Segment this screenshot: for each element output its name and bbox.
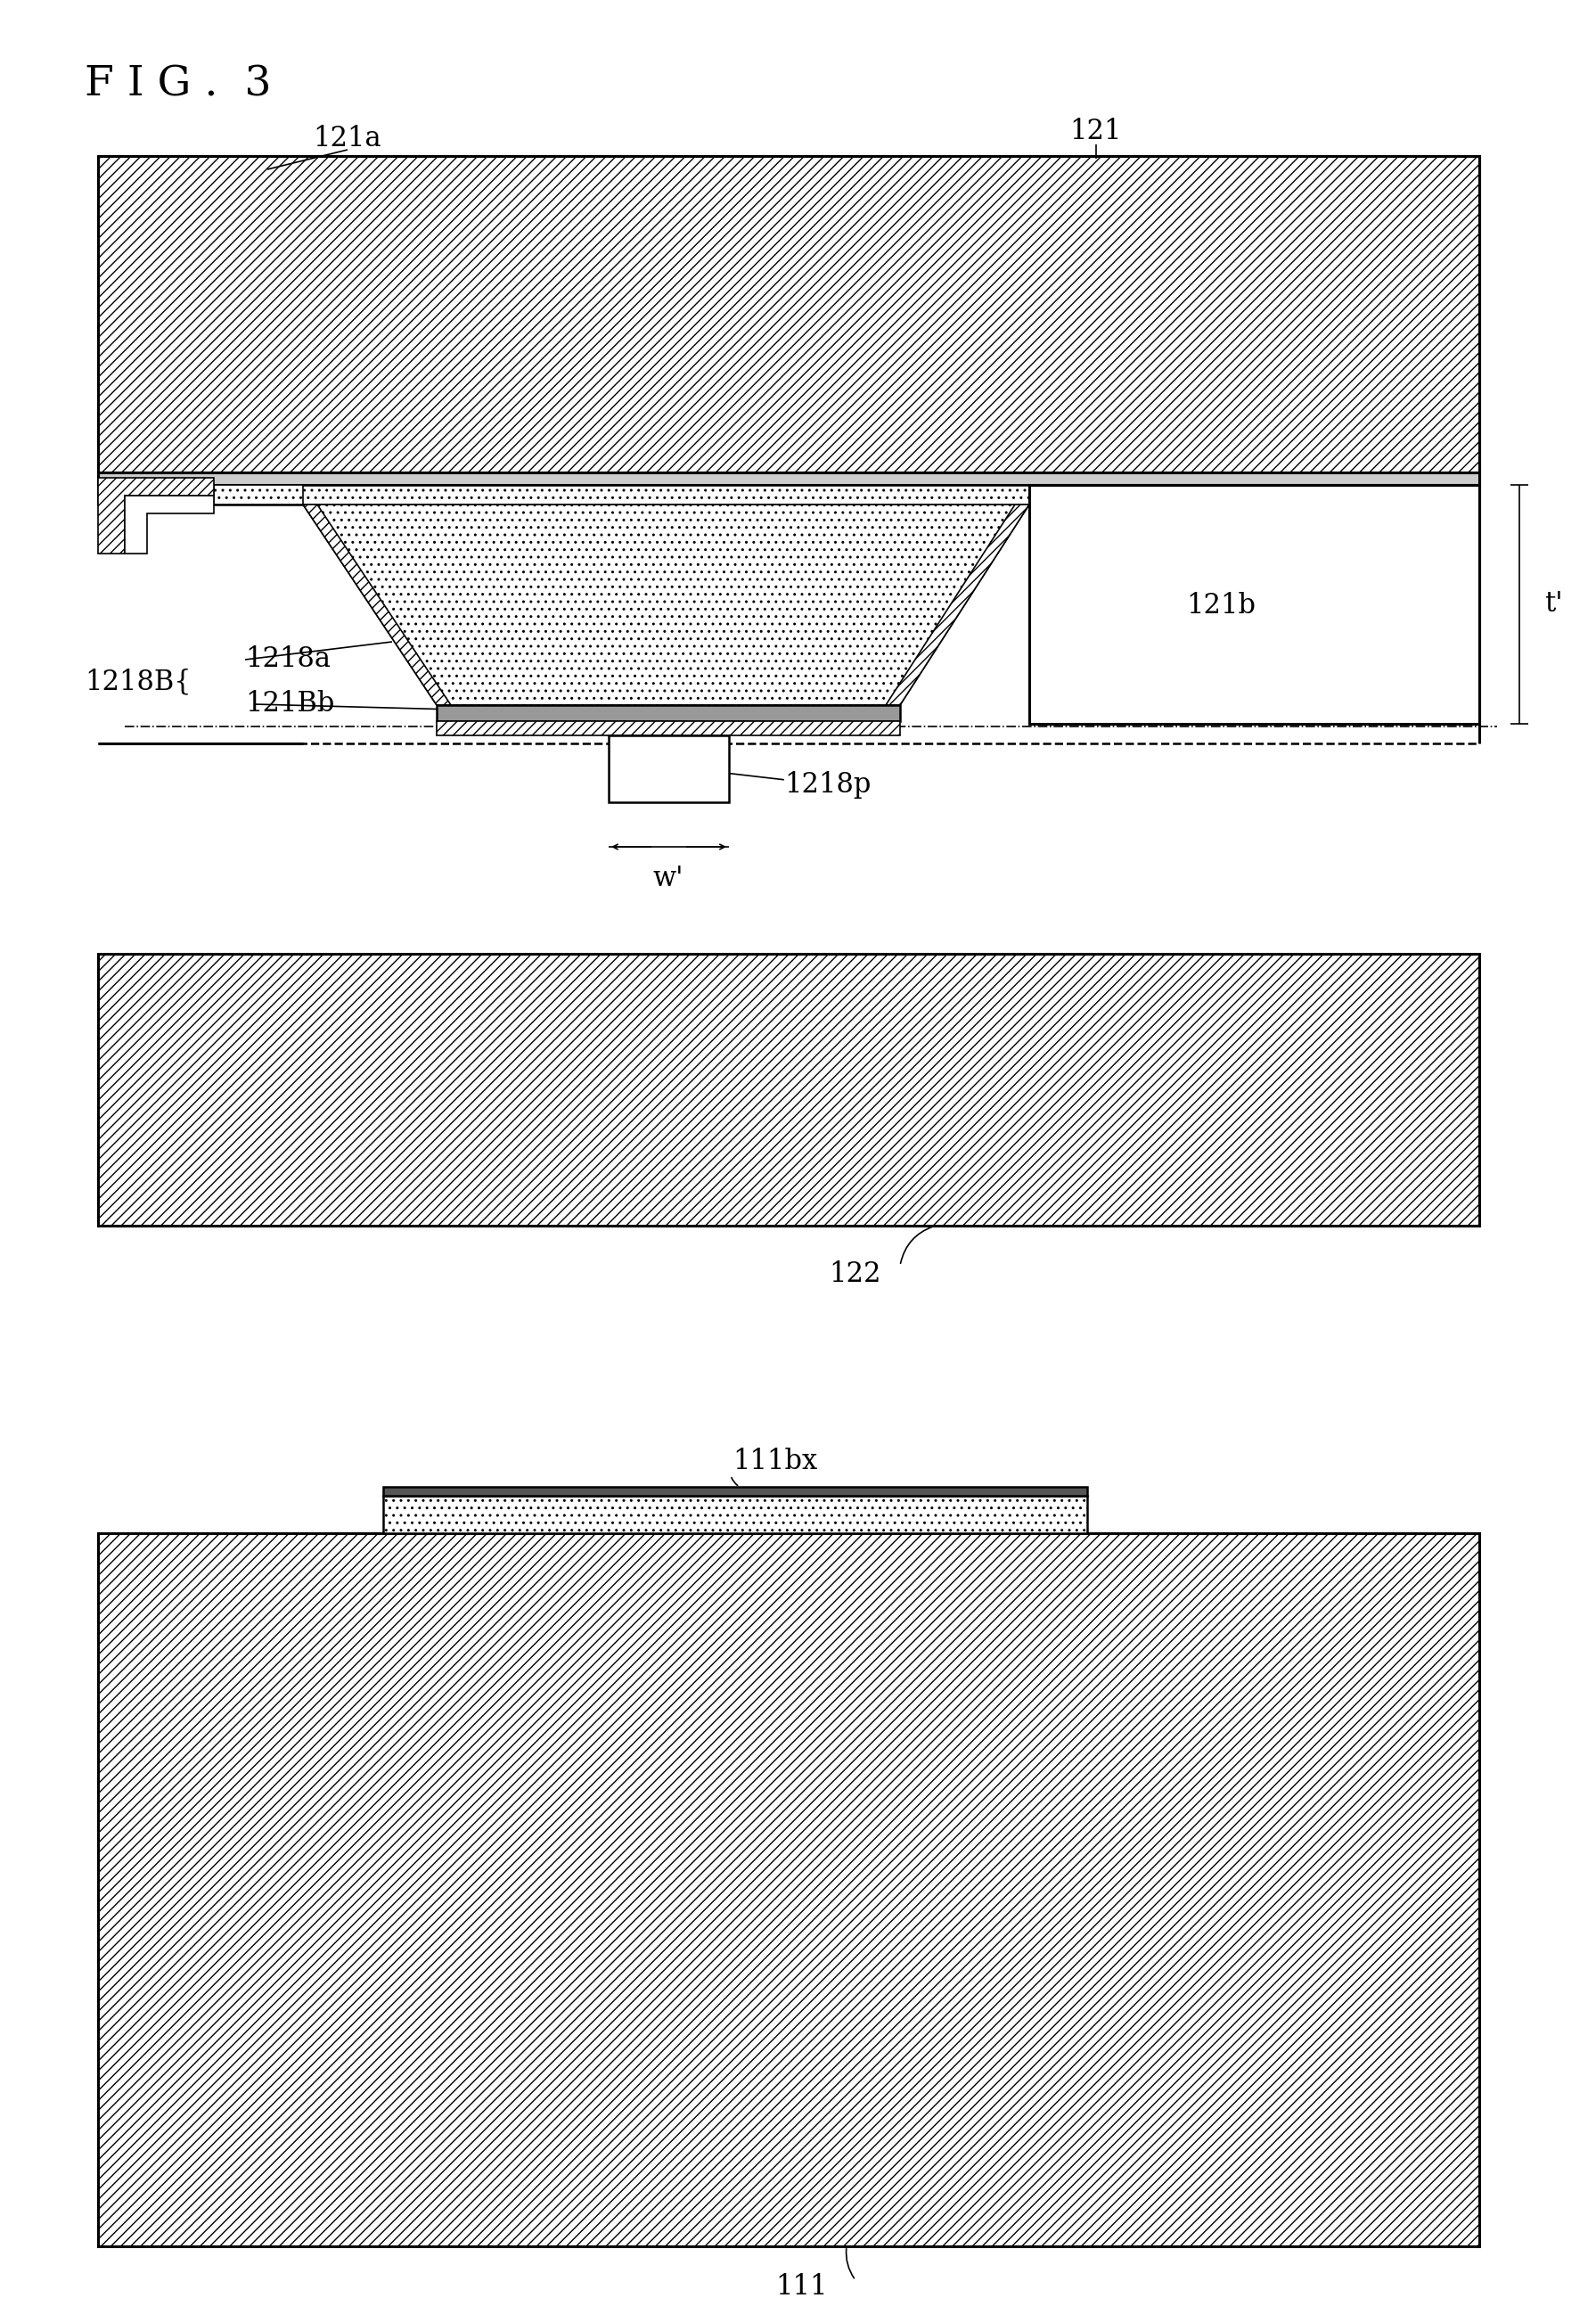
Bar — [608, 735, 729, 802]
Bar — [214, 485, 303, 506]
Bar — [97, 473, 1479, 485]
Bar — [97, 954, 1479, 1225]
Polygon shape — [886, 506, 1029, 705]
Polygon shape — [303, 506, 452, 705]
Text: 121: 121 — [1069, 117, 1122, 145]
Bar — [383, 1496, 1087, 1533]
Text: F I G .  3: F I G . 3 — [85, 64, 271, 103]
Text: 121b: 121b — [1186, 593, 1256, 620]
Text: t': t' — [1543, 591, 1562, 618]
Bar — [437, 722, 900, 735]
Text: 122: 122 — [830, 1262, 881, 1289]
Bar — [383, 1487, 1087, 1496]
Polygon shape — [124, 496, 214, 554]
Bar — [97, 1533, 1479, 2247]
Text: w': w' — [653, 864, 683, 892]
Polygon shape — [303, 506, 1029, 705]
Text: 1218B{: 1218B{ — [85, 669, 192, 696]
Bar — [1029, 485, 1479, 724]
Text: 1218p: 1218p — [784, 770, 871, 797]
Text: 1218a: 1218a — [246, 646, 330, 673]
Text: 111bx: 111bx — [733, 1448, 817, 1475]
Bar — [97, 485, 1479, 506]
Polygon shape — [97, 478, 214, 554]
Text: 121a: 121a — [313, 124, 381, 152]
Bar — [97, 156, 1479, 473]
Text: 121Bb: 121Bb — [246, 689, 335, 717]
Bar — [437, 705, 900, 722]
Text: 111: 111 — [776, 2273, 828, 2298]
